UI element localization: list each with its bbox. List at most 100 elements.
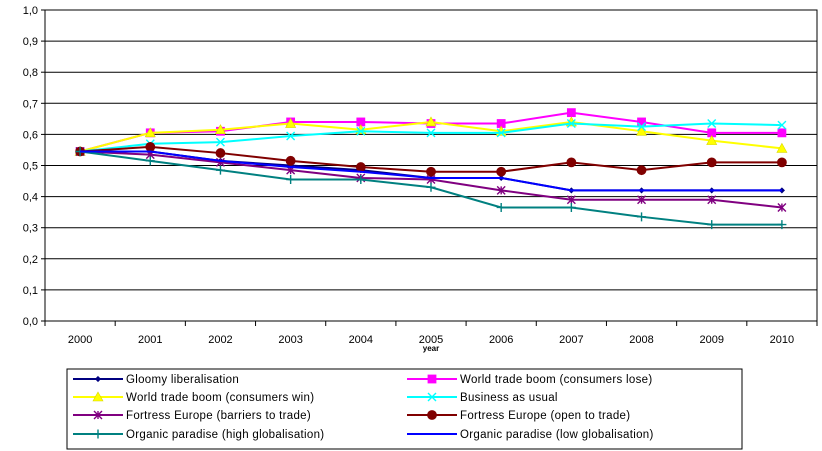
y-tick-label: 0,7 [23, 98, 38, 110]
data-point [215, 137, 225, 147]
series-4 [75, 147, 787, 212]
data-point [496, 166, 507, 177]
legend-entry: Organic paradise (low globalisation) [407, 429, 654, 441]
data-point [636, 165, 647, 176]
legend-swatch-marker [93, 410, 103, 420]
legend-entry: Fortress Europe (open to trade) [407, 410, 630, 422]
data-point [566, 119, 576, 129]
data-point [706, 157, 717, 168]
legend-entry: World trade boom (consumers lose) [407, 374, 652, 386]
y-tick-label: 0,0 [23, 316, 38, 328]
legend-entry: Business as usual [407, 392, 558, 404]
data-point [215, 148, 226, 158]
data-point [144, 127, 156, 138]
x-tick-label: 2007 [559, 334, 583, 346]
series-7 [80, 150, 782, 192]
legend-entry: Organic paradise (high globalisation) [73, 429, 324, 441]
data-point [707, 220, 717, 230]
data-point [496, 202, 506, 212]
gridlines [45, 9, 817, 322]
legend-label: World trade boom (consumers lose) [460, 374, 652, 386]
y-axis-ticks: 0,0 0,1 0,2 0,3 0,4 0,5 0,6 0,7 0,8 0,9 1,0 [23, 5, 45, 328]
y-tick-label: 0,1 [23, 285, 38, 297]
data-point [636, 125, 648, 136]
data-point [777, 220, 787, 230]
series-line [80, 150, 782, 192]
plot-area-border [44, 9, 818, 322]
x-tick-label: 2001 [138, 334, 162, 346]
data-point [777, 128, 787, 138]
x-tick-label: 2006 [489, 334, 513, 346]
legend-label: World trade boom (consumers win) [126, 392, 314, 404]
data-point [426, 182, 436, 192]
y-tick-label: 0,4 [23, 192, 38, 204]
x-axis-label: year [423, 344, 439, 353]
data-point [637, 195, 647, 205]
data-point [426, 128, 436, 138]
legend: Gloomy liberalisation World trade boom (c… [66, 368, 743, 450]
legend-swatch-marker [427, 392, 437, 402]
y-tick-label: 0,2 [23, 254, 38, 266]
x-tick-label: 2010 [770, 334, 794, 346]
y-tick-label: 0,6 [23, 129, 38, 141]
series-lines [74, 108, 788, 230]
data-point [286, 131, 296, 141]
data-point [285, 155, 296, 166]
data-point [707, 119, 717, 129]
legend-entry: Gloomy liberalisation [73, 374, 239, 386]
legend-swatch-marker [427, 410, 437, 420]
data-point [566, 202, 576, 212]
y-tick-label: 0,9 [23, 36, 38, 48]
legend-entry: World trade boom (consumers win) [73, 391, 314, 404]
legend-entry: Fortress Europe (barriers to trade) [73, 410, 311, 422]
x-tick-label: 2008 [629, 334, 653, 346]
legend-label: Business as usual [460, 392, 558, 404]
legend-swatch-marker [92, 391, 104, 402]
data-point [286, 174, 296, 184]
data-point [285, 117, 297, 128]
series-5 [75, 141, 787, 177]
data-point [776, 142, 788, 153]
x-tick-label: 2009 [699, 334, 723, 346]
legend-swatch-marker [93, 429, 103, 439]
data-point [566, 157, 577, 168]
y-tick-label: 0,8 [23, 67, 38, 79]
data-point [425, 116, 437, 127]
legend-label: Gloomy liberalisation [126, 374, 239, 386]
data-point [706, 135, 718, 145]
data-point [215, 165, 225, 175]
legend-swatch-marker [94, 375, 102, 383]
data-point [214, 124, 226, 135]
x-tick-label: 2002 [208, 334, 232, 346]
legend-label: Organic paradise (low globalisation) [460, 429, 654, 441]
data-point [356, 174, 366, 184]
x-tick-label: 2000 [68, 334, 92, 346]
data-point [566, 108, 576, 118]
data-point [145, 141, 156, 152]
data-point [777, 157, 787, 168]
legend-label: Fortress Europe (barriers to trade) [126, 410, 311, 422]
x-tick-label: 2005 [419, 334, 443, 346]
data-point [777, 202, 787, 212]
data-point [566, 195, 576, 205]
data-point [496, 128, 506, 138]
x-tick-label: 2004 [349, 334, 373, 346]
y-tick-label: 0,3 [23, 223, 38, 235]
data-point [496, 185, 506, 195]
data-point [637, 122, 647, 132]
x-tick-label: 2003 [278, 334, 302, 346]
y-tick-label: 1,0 [23, 5, 38, 17]
legend-swatch-marker [427, 374, 437, 384]
series-6 [75, 147, 787, 230]
data-point [637, 212, 647, 222]
legend-box [66, 368, 743, 450]
legend-label: Organic paradise (high globalisation) [126, 429, 324, 441]
data-point [145, 156, 155, 166]
y-tick-label: 0,5 [23, 161, 38, 173]
x-axis-ticks: 2000 2001 2002 2003 2004 2005 2006 2007 2008 2009… [44, 321, 818, 346]
data-point [426, 166, 436, 177]
data-point [777, 120, 787, 130]
legend-label: Fortress Europe (open to trade) [460, 410, 630, 422]
data-point [707, 195, 717, 205]
